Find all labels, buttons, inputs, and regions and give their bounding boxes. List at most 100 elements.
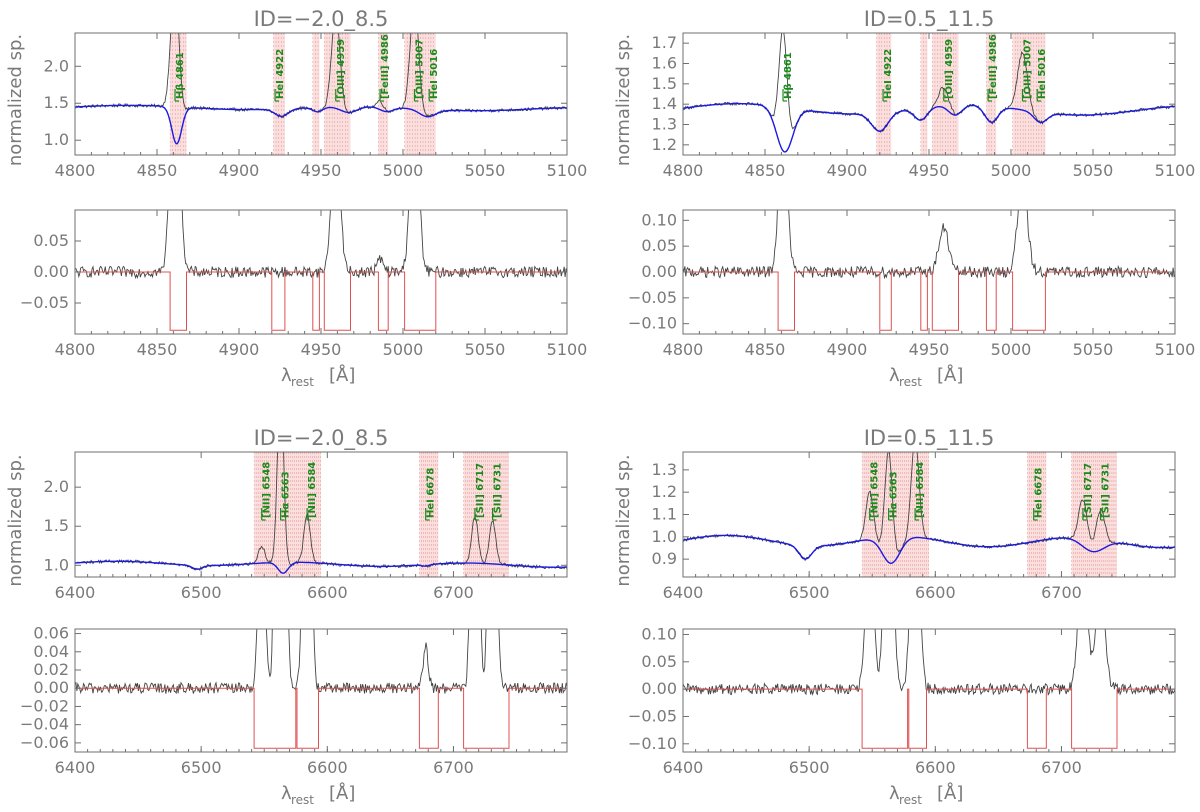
- observed-spectrum: [75, 629, 567, 695]
- x-tick-label: 4900: [827, 161, 868, 180]
- x-tick-label: 6700: [433, 583, 474, 602]
- x-tick-label: 6500: [181, 758, 222, 777]
- mask-function: [683, 688, 1175, 749]
- line-label: [SII] 6731: [493, 463, 504, 518]
- mask-function: [75, 271, 567, 331]
- y-tick-label: −0.05: [628, 706, 677, 725]
- axes-frame: [682, 32, 1176, 156]
- axes-frame: [74, 628, 568, 753]
- y-tick-label: 0.00: [33, 678, 69, 697]
- x-tick-label: 5050: [465, 161, 506, 180]
- x-tick-label: 4850: [745, 161, 786, 180]
- y-tick-label: 0.06: [33, 624, 69, 643]
- x-tick-label: 5100: [1155, 340, 1196, 359]
- x-axis-label: λ: [281, 365, 292, 386]
- y-tick-label: 0.10: [641, 210, 677, 229]
- x-tick-label: 5100: [547, 161, 588, 180]
- panel-top-right: Hβ 4861 HeI 4922 [OIII] 4959 [FeIII] 4986 [O…: [613, 7, 1195, 180]
- x-axis-unit: [Å]: [937, 364, 963, 386]
- x-tick-label: 5000: [991, 161, 1032, 180]
- x-tick-label: 6500: [789, 758, 830, 777]
- y-tick-label: 2.0: [44, 477, 69, 496]
- y-tick-label: 0.9: [652, 549, 677, 568]
- mask-region: [312, 33, 320, 155]
- line-label: HeI 4922: [275, 49, 286, 99]
- y-tick-label: 1.0: [652, 527, 677, 546]
- y-tick-label: −0.10: [628, 734, 677, 753]
- axes-frame: [74, 32, 568, 156]
- y-tick-label: 0.10: [641, 624, 677, 643]
- y-tick-label: 0.04: [33, 642, 69, 661]
- y-tick-label: −0.10: [628, 314, 677, 333]
- x-tick-label: 5050: [1073, 340, 1114, 359]
- x-axis-unit: [Å]: [329, 364, 355, 386]
- x-tick-label: 6700: [1041, 583, 1082, 602]
- mask-region: [986, 33, 997, 155]
- line-label: [OIII] 5007: [414, 39, 425, 99]
- x-tick-label: 6600: [307, 758, 348, 777]
- x-axis-subscript: rest: [291, 793, 314, 807]
- observed-spectrum: [683, 629, 1175, 696]
- line-label: [OIII] 4959: [944, 39, 955, 99]
- line-label: Hα 6563: [281, 471, 292, 518]
- x-tick-label: 4800: [663, 340, 704, 359]
- x-tick-label: 4850: [137, 161, 178, 180]
- y-tick-label: 1.1: [652, 505, 677, 524]
- y-tick-label: 0.05: [33, 231, 69, 250]
- axes-frame: [74, 451, 568, 578]
- x-tick-label: 4900: [827, 340, 868, 359]
- y-tick-label: 0.02: [33, 660, 69, 679]
- panel-mid-right: 4800 4850 4900 4950 5000 5050 5100 −0.10 −0.05 0.…: [628, 209, 1196, 389]
- panel-mid-left: 4800 4850 4900 4950 5000 5050 5100 −0.05 0.00 0.0…: [20, 209, 587, 389]
- line-label: [NII] 6548: [262, 462, 273, 518]
- x-tick-label: 6400: [55, 758, 96, 777]
- model-fit: [683, 534, 1175, 565]
- line-label: HeI 6678: [426, 468, 437, 518]
- line-label: HeI 5016: [429, 49, 440, 99]
- x-tick-label: 4950: [909, 161, 950, 180]
- y-tick-label: 0.00: [641, 262, 677, 281]
- observed-spectrum: [683, 210, 1175, 280]
- x-tick-label: 4800: [663, 161, 704, 180]
- y-tick-label: 0.00: [33, 262, 69, 281]
- x-tick-label: 6400: [663, 583, 704, 602]
- x-axis-unit: [Å]: [329, 782, 355, 804]
- line-label: [SII] 6717: [475, 463, 486, 518]
- y-axis-label: normalized sp.: [5, 454, 26, 586]
- mask-region: [862, 452, 929, 577]
- panel-title: ID=−2.0_8.5: [254, 7, 389, 32]
- x-tick-label: 4950: [909, 340, 950, 359]
- y-tick-label: 1.0: [44, 555, 69, 574]
- axes-frame: [682, 628, 1176, 753]
- y-tick-label: 0.05: [641, 236, 677, 255]
- x-axis-label: λ: [889, 783, 900, 804]
- panel-bot-left: 6400 6500 6600 6700−0.06−0.04−0.020.000.020…: [20, 624, 568, 807]
- y-tick-label: 1.2: [652, 482, 677, 501]
- x-tick-label: 6600: [307, 583, 348, 602]
- mask-region: [254, 452, 321, 577]
- x-tick-label: 4950: [301, 161, 342, 180]
- y-tick-label: −0.05: [20, 293, 69, 312]
- x-tick-label: 5050: [465, 340, 506, 359]
- x-tick-label: 5000: [383, 161, 424, 180]
- line-label: Hα 6563: [889, 471, 900, 518]
- line-label: HeI 5016: [1037, 49, 1048, 99]
- y-tick-label: 1.5: [44, 93, 69, 112]
- x-tick-label: 4900: [219, 161, 260, 180]
- line-label: [SII] 6717: [1083, 463, 1094, 518]
- observed-spectrum: [75, 210, 567, 280]
- y-tick-label: 1.0: [44, 130, 69, 149]
- y-tick-label: 1.3: [652, 460, 677, 479]
- line-label: HeI 6678: [1034, 468, 1045, 518]
- line-label: [OIII] 5007: [1022, 39, 1033, 99]
- x-tick-label: 4900: [219, 340, 260, 359]
- line-label: [NII] 6584: [915, 462, 926, 518]
- x-tick-label: 5000: [991, 340, 1032, 359]
- panel-low-right: [NII] 6548 Hα 6563 [NII] 6584 HeI 6678 [SII]…: [613, 426, 1176, 602]
- y-tick-label: 1.7: [652, 33, 677, 52]
- y-tick-label: 0.05: [641, 652, 677, 671]
- line-label: [NII] 6584: [307, 462, 318, 518]
- model-fit: [75, 560, 567, 574]
- y-axis-label: normalized sp.: [613, 454, 634, 586]
